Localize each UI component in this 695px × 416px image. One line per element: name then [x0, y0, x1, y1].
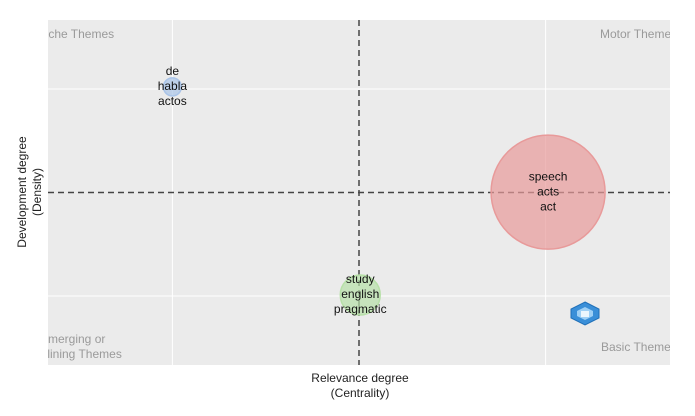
y-axis-label: (Density): [30, 168, 44, 216]
quadrant-label: Basic Themes: [601, 340, 677, 354]
x-axis-label: Relevance degree: [311, 371, 409, 385]
bubble-label: english: [341, 287, 379, 301]
quadrant-label: Emerging or: [40, 332, 105, 346]
quadrant-labels: Niche Themes Motor Themes Emerging orDecli…: [26, 27, 677, 361]
bubble: [162, 77, 183, 97]
logo-icon: [570, 301, 600, 326]
quadrant-label: Niche Themes: [37, 27, 114, 41]
quadrant-label: Motor Themes: [600, 27, 677, 41]
bubble: [490, 134, 606, 250]
bubble-label: actos: [158, 94, 187, 108]
bubble-label: speech: [529, 169, 568, 183]
bubble: [339, 274, 381, 316]
quadrant-label: Declining Themes: [26, 347, 122, 361]
bubble-label: de: [166, 64, 180, 78]
bubble-label: pragmatic: [334, 302, 387, 316]
bubble-label: act: [540, 199, 557, 213]
bubble-label: study: [346, 272, 375, 286]
bubble-label: habla: [158, 79, 188, 93]
x-axis-label: (Centrality): [331, 386, 390, 400]
y-axis-label: Development degree: [15, 136, 29, 248]
bubble-label: acts: [537, 184, 559, 198]
bubbles: [162, 77, 606, 316]
